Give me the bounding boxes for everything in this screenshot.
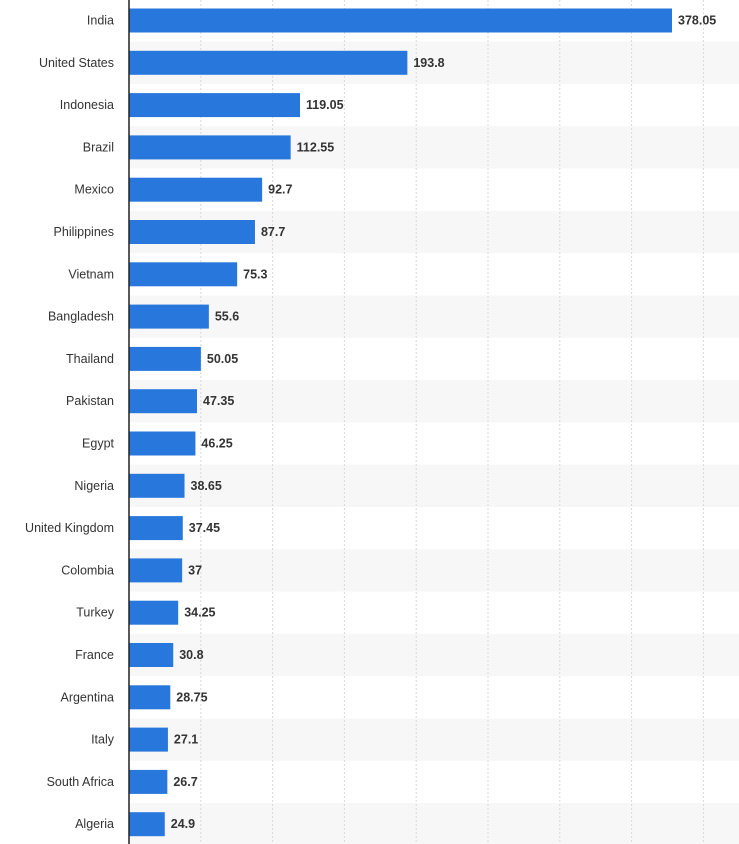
bar bbox=[129, 643, 174, 667]
category-label: Nigeria bbox=[74, 479, 114, 493]
category-label: South Africa bbox=[47, 775, 114, 789]
bar bbox=[129, 685, 171, 710]
value-label: 75.3 bbox=[243, 267, 267, 281]
row-band bbox=[129, 633, 739, 677]
bar bbox=[129, 304, 209, 329]
category-label: Brazil bbox=[83, 140, 114, 154]
value-label: 34.25 bbox=[184, 606, 215, 620]
value-label: 112.55 bbox=[297, 140, 335, 154]
category-label: Vietnam bbox=[68, 267, 114, 281]
bar bbox=[129, 558, 183, 583]
value-label: 87.7 bbox=[261, 225, 285, 239]
value-label: 28.75 bbox=[176, 690, 207, 704]
category-label: Thailand bbox=[66, 352, 114, 366]
value-label: 193.8 bbox=[413, 56, 444, 70]
bar bbox=[129, 727, 168, 752]
bar bbox=[129, 177, 263, 202]
bar bbox=[129, 473, 185, 498]
bar bbox=[129, 389, 198, 414]
category-label: India bbox=[87, 14, 114, 28]
bar bbox=[129, 769, 168, 794]
bar bbox=[129, 220, 255, 244]
category-label: Turkey bbox=[76, 606, 114, 620]
row-band bbox=[129, 295, 739, 338]
value-label: 38.65 bbox=[191, 479, 222, 493]
category-label: Argentina bbox=[60, 690, 114, 704]
row-band bbox=[129, 464, 739, 507]
bar bbox=[129, 8, 672, 33]
bar bbox=[129, 812, 165, 837]
bar bbox=[129, 431, 196, 456]
value-label: 47.35 bbox=[203, 394, 234, 408]
value-label: 26.7 bbox=[173, 775, 197, 789]
bar bbox=[129, 50, 408, 75]
bar bbox=[129, 516, 183, 541]
value-label: 378.05 bbox=[678, 14, 716, 28]
bar bbox=[129, 346, 201, 371]
category-label: Philippines bbox=[54, 225, 114, 239]
category-label: Egypt bbox=[82, 437, 114, 451]
bar bbox=[129, 93, 300, 118]
value-label: 55.6 bbox=[215, 310, 239, 324]
category-label: Italy bbox=[91, 733, 115, 747]
bar bbox=[129, 600, 179, 625]
value-label: 50.05 bbox=[207, 352, 238, 366]
category-label: Colombia bbox=[61, 563, 114, 577]
category-label: United States bbox=[39, 56, 114, 70]
value-labels: 378.05 193.8 119.05 112.55 92.7 87.7 75.3 55.6 5… bbox=[171, 14, 717, 832]
row-bands bbox=[129, 41, 739, 844]
row-band bbox=[129, 549, 739, 592]
category-label: Bangladesh bbox=[48, 310, 114, 324]
category-label: Algeria bbox=[75, 817, 114, 831]
category-label: United Kingdom bbox=[25, 521, 114, 535]
value-label: 92.7 bbox=[268, 183, 292, 197]
category-label: France bbox=[75, 648, 114, 662]
bar bbox=[129, 262, 238, 287]
bar bbox=[129, 135, 291, 160]
category-label: Pakistan bbox=[66, 394, 114, 408]
value-label: 24.9 bbox=[171, 817, 195, 831]
category-labels: India United States Indonesia Brazil Mexico P… bbox=[25, 14, 115, 832]
category-label: Mexico bbox=[74, 183, 114, 197]
value-label: 37 bbox=[188, 563, 202, 577]
value-label: 119.05 bbox=[306, 98, 344, 112]
value-label: 37.45 bbox=[189, 521, 220, 535]
bars bbox=[129, 8, 672, 837]
row-band bbox=[129, 803, 739, 844]
value-label: 46.25 bbox=[201, 437, 232, 451]
row-band bbox=[129, 380, 739, 423]
row-band bbox=[129, 718, 739, 761]
value-label: 27.1 bbox=[174, 733, 198, 747]
value-label: 30.8 bbox=[179, 648, 203, 662]
category-label: Indonesia bbox=[60, 98, 114, 112]
